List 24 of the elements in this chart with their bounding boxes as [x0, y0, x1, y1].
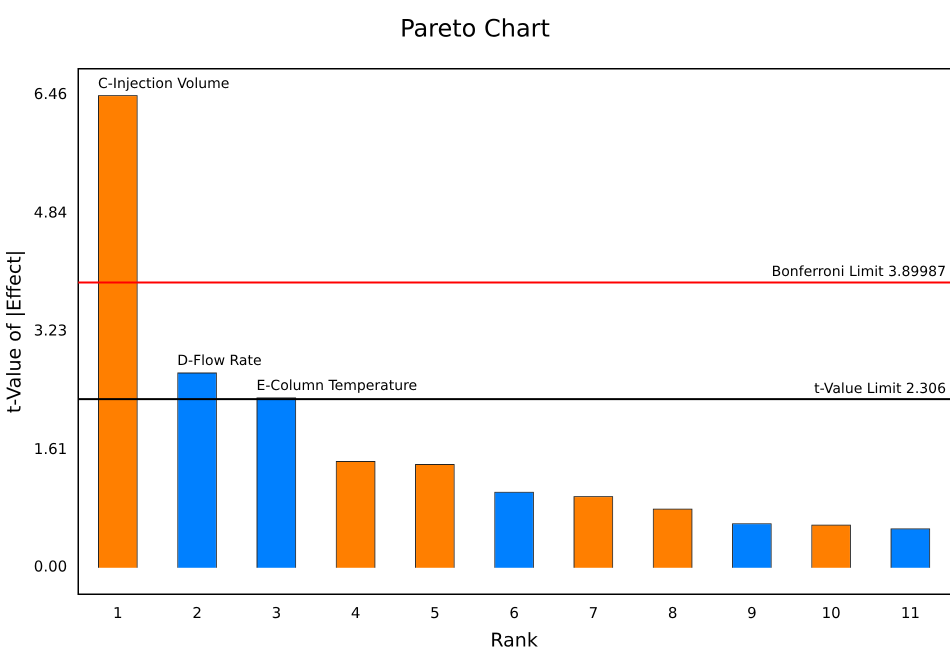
y-tick-label: 4.84 [34, 204, 68, 222]
y-axis-title: t-Value of |Effect| [3, 250, 26, 414]
x-tick-label: 7 [588, 604, 598, 622]
x-tick-label: 1 [113, 604, 123, 622]
x-tick-label: 3 [272, 604, 282, 622]
x-tick-label: 11 [900, 604, 920, 622]
y-tick-label: 6.46 [34, 85, 68, 104]
x-tick-label: 6 [509, 604, 519, 622]
ref-line-label: t-Value Limit 2.306 [814, 380, 946, 397]
y-tick-label: 1.61 [34, 440, 68, 458]
chart-title: Pareto Chart [400, 14, 550, 43]
annotation: D-Flow Rate [177, 353, 262, 370]
x-tick-label: 5 [430, 604, 440, 622]
x-tick-label: 4 [350, 604, 360, 622]
x-tick-label: 8 [668, 604, 678, 622]
x-axis-title: Rank [490, 630, 538, 652]
annotation: C-Injection Volume [98, 76, 230, 92]
y-tick-label: 3.23 [34, 321, 68, 340]
annotation: E-Column Temperature [256, 378, 418, 394]
x-tick-label: 9 [747, 604, 757, 622]
ref-line-label: Bonferroni Limit 3.89987 [772, 264, 946, 280]
x-tick-label: 10 [822, 604, 841, 622]
x-tick-label: 2 [192, 604, 202, 622]
y-tick-label: 0.00 [34, 558, 68, 576]
